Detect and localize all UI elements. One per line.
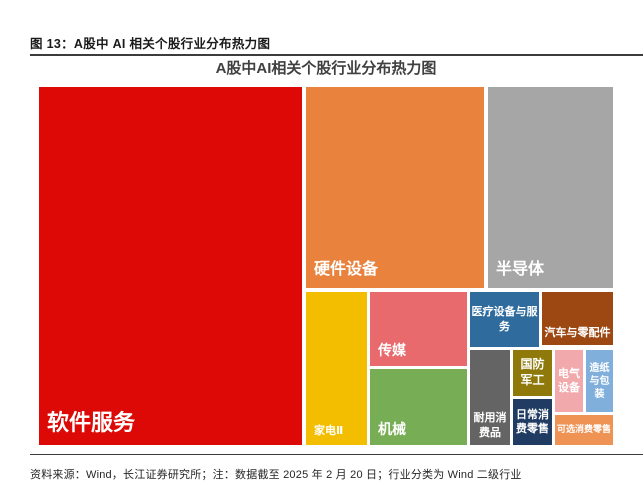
treemap-tile-label: 医疗设备与服 务 — [471, 306, 538, 333]
treemap-tile-汽车与零配件: 汽车与零配件 — [542, 292, 613, 345]
treemap-tile-label: 日常消 费零售 — [516, 408, 549, 435]
treemap-tile-label: 国防 军工 — [520, 357, 545, 387]
treemap-tile-日常消费零售: 日常消 费零售 — [513, 399, 552, 445]
treemap-tile-label: 机械 — [378, 420, 406, 437]
source-note: 资料来源：Wind，长江证券研究所；注：数据截至 2025 年 2 月 20 日… — [30, 469, 522, 481]
treemap-tile-造纸与包装: 造纸 与包 装 — [586, 350, 613, 412]
treemap-tile-传媒: 传媒 — [370, 292, 467, 366]
treemap-tile-label: 传媒 — [378, 341, 406, 358]
footer-rule — [30, 454, 643, 455]
treemap-tile-可选消费零售: 可选消费零售 — [555, 415, 613, 445]
treemap-tile-电气设备: 电气 设备 — [555, 350, 583, 412]
treemap-tile-软件服务: 软件服务 — [39, 87, 302, 445]
treemap-tile-硬件设备: 硬件设备 — [306, 87, 484, 288]
treemap-tile-label: 汽车与零配件 — [544, 326, 611, 339]
treemap-tile-国防军工: 国防 军工 — [513, 350, 552, 396]
header-rule — [30, 54, 643, 56]
treemap-tile-label: 可选消费零售 — [556, 424, 611, 435]
treemap-tile-医疗设备与服务: 医疗设备与服 务 — [470, 292, 539, 347]
treemap-tile-label: 软件服务 — [47, 410, 136, 436]
treemap-tile-耐用消费品: 耐用消 费品 — [470, 350, 510, 445]
treemap-tile-label: 硬件设备 — [314, 261, 379, 279]
treemap-tile-label: 造纸 与包 装 — [589, 362, 610, 400]
figure-caption: 图 13：A股中 AI 相关个股行业分布热力图 — [30, 37, 271, 51]
chart-title: A股中AI相关个股行业分布热力图 — [215, 60, 437, 77]
treemap-tile-label: 耐用消 费品 — [473, 412, 507, 439]
treemap: 软件服务 硬件设备 半导体家电Ⅱ 传媒机械 医疗设备与服 务汽车与零配件耐用消 费品 国防… — [39, 87, 613, 445]
treemap-tile-label: 电气 设备 — [558, 367, 580, 394]
treemap-tile-label: 半导体 — [496, 261, 545, 279]
treemap-tile-家电Ⅱ: 家电Ⅱ — [306, 292, 367, 445]
treemap-tile-半导体: 半导体 — [488, 87, 613, 288]
treemap-tile-机械: 机械 — [370, 369, 467, 445]
treemap-tile-label: 家电Ⅱ — [314, 424, 344, 437]
